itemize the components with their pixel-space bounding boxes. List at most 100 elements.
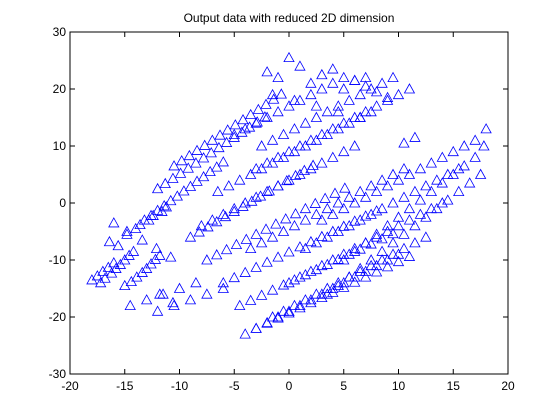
data-point xyxy=(305,294,317,305)
data-point xyxy=(381,225,394,236)
data-point xyxy=(275,88,288,99)
data-point xyxy=(370,100,383,111)
data-point xyxy=(211,249,223,260)
data-point xyxy=(228,205,240,216)
data-point xyxy=(469,151,481,162)
data-point xyxy=(261,185,273,197)
data-point xyxy=(149,253,162,264)
data-point xyxy=(299,117,312,128)
data-point xyxy=(251,116,263,127)
data-point xyxy=(288,299,301,311)
data-point xyxy=(288,274,301,285)
data-point xyxy=(229,119,242,130)
data-point xyxy=(458,160,470,171)
data-point xyxy=(237,113,249,125)
data-point xyxy=(349,276,361,287)
data-point xyxy=(244,108,257,120)
data-point xyxy=(261,111,273,122)
data-point xyxy=(294,241,306,252)
data-point xyxy=(370,259,383,271)
data-point xyxy=(197,152,210,163)
data-point xyxy=(217,282,229,293)
data-point xyxy=(136,266,148,277)
data-point xyxy=(184,231,197,242)
data-point xyxy=(327,254,339,265)
data-point xyxy=(420,211,432,222)
data-point xyxy=(294,140,306,151)
data-point xyxy=(343,219,355,231)
data-point xyxy=(266,231,279,242)
data-point xyxy=(354,185,366,197)
y-tick-label: 30 xyxy=(53,25,67,39)
data-point xyxy=(167,296,179,308)
data-point xyxy=(206,214,219,225)
data-point xyxy=(266,157,279,168)
data-point xyxy=(329,187,341,198)
data-point xyxy=(154,249,166,260)
data-point xyxy=(474,168,487,179)
data-point xyxy=(310,263,323,275)
data-point xyxy=(193,226,205,237)
data-point xyxy=(167,172,179,183)
y-tick-label: 0 xyxy=(59,196,66,210)
data-point xyxy=(327,282,339,293)
y-tick-label: 20 xyxy=(53,82,67,96)
data-point xyxy=(442,194,454,205)
data-point xyxy=(354,88,366,100)
data-point xyxy=(321,105,334,117)
data-point xyxy=(239,123,251,134)
data-point xyxy=(272,180,284,191)
data-point xyxy=(270,218,282,229)
data-point xyxy=(387,248,399,259)
data-point xyxy=(119,279,131,291)
data-point xyxy=(239,197,251,208)
data-point xyxy=(453,185,465,197)
data-point xyxy=(310,237,323,248)
data-point xyxy=(191,144,203,155)
data-point xyxy=(250,322,262,333)
data-point xyxy=(321,282,334,293)
data-point xyxy=(110,262,122,273)
data-point xyxy=(151,305,164,316)
data-point xyxy=(442,168,454,179)
data-point xyxy=(261,157,273,168)
data-point xyxy=(250,191,262,202)
x-tick-label: -20 xyxy=(61,379,79,393)
data-point xyxy=(130,222,142,234)
data-point xyxy=(140,294,153,305)
data-point xyxy=(332,197,344,208)
data-point xyxy=(365,105,377,117)
data-point xyxy=(321,128,334,140)
data-point xyxy=(370,185,383,197)
data-point xyxy=(338,145,350,157)
data-point xyxy=(310,134,323,145)
data-point xyxy=(190,157,202,168)
data-point xyxy=(398,137,410,148)
data-point xyxy=(236,126,248,137)
data-point xyxy=(365,254,377,265)
data-point xyxy=(283,51,295,63)
data-point xyxy=(250,162,262,174)
data-point xyxy=(127,245,140,256)
data-point xyxy=(398,162,410,174)
data-point xyxy=(136,234,148,245)
data-point xyxy=(376,77,388,88)
data-point xyxy=(261,256,273,267)
data-point xyxy=(195,219,208,231)
data-point xyxy=(327,208,339,219)
data-point xyxy=(370,231,383,242)
data-point xyxy=(319,192,331,203)
data-point xyxy=(202,221,214,232)
data-point xyxy=(199,139,211,150)
data-point xyxy=(478,140,490,151)
data-point xyxy=(316,68,328,80)
x-tick-label: 20 xyxy=(501,379,515,393)
data-point xyxy=(321,231,334,242)
data-point xyxy=(228,131,240,142)
data-point xyxy=(365,208,377,219)
data-point xyxy=(277,128,290,140)
data-point xyxy=(289,208,302,219)
data-point xyxy=(398,191,410,202)
data-point xyxy=(339,182,351,193)
